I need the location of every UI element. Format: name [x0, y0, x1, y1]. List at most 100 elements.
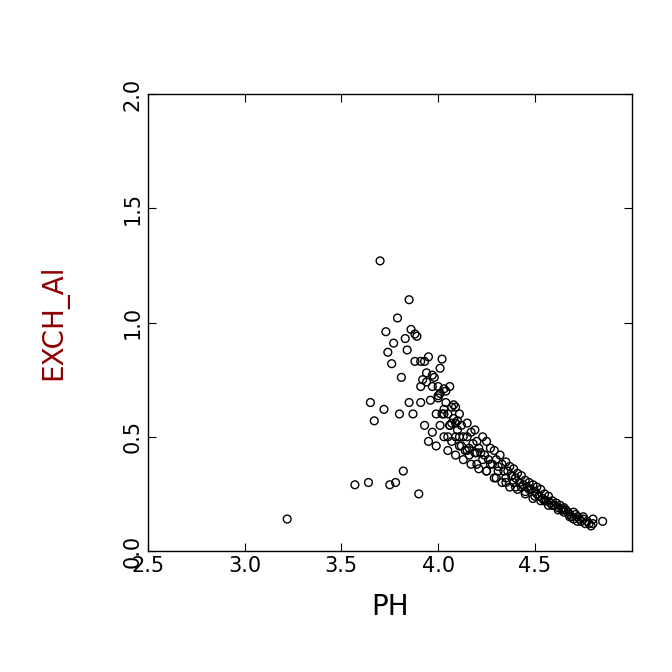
- Point: [417, 374, 428, 385]
- Point: [456, 420, 467, 431]
- Point: [466, 427, 476, 437]
- Point: [349, 479, 360, 490]
- Point: [506, 470, 517, 481]
- Point: [491, 454, 501, 465]
- Point: [441, 397, 452, 408]
- Point: [378, 404, 389, 415]
- Point: [439, 409, 450, 419]
- Point: [419, 356, 430, 367]
- Point: [489, 472, 500, 483]
- Point: [503, 466, 513, 476]
- Point: [477, 454, 488, 465]
- Point: [444, 420, 455, 431]
- Point: [450, 402, 461, 413]
- Point: [394, 409, 405, 419]
- Point: [398, 466, 409, 476]
- Point: [427, 381, 437, 392]
- Point: [413, 489, 424, 499]
- Point: [439, 404, 450, 415]
- Point: [587, 513, 598, 524]
- Point: [539, 495, 550, 506]
- Point: [543, 500, 554, 511]
- Point: [460, 445, 470, 456]
- Point: [423, 436, 434, 447]
- Point: [138, 390, 149, 401]
- Point: [406, 324, 417, 335]
- Point: [574, 513, 585, 524]
- Point: [538, 493, 548, 504]
- Point: [493, 466, 503, 476]
- Point: [489, 445, 500, 456]
- Point: [505, 482, 515, 493]
- Point: [501, 477, 511, 488]
- Point: [431, 409, 442, 419]
- Point: [433, 390, 444, 401]
- Point: [597, 516, 608, 527]
- Point: [558, 502, 569, 513]
- Point: [415, 397, 426, 408]
- Point: [421, 368, 432, 378]
- Point: [468, 438, 478, 449]
- Point: [435, 420, 446, 431]
- Point: [584, 518, 595, 529]
- Point: [390, 66, 401, 77]
- Point: [375, 255, 386, 266]
- Point: [444, 381, 455, 392]
- Point: [510, 472, 521, 483]
- Point: [477, 431, 488, 442]
- Point: [534, 491, 544, 501]
- Point: [578, 511, 589, 522]
- Point: [499, 466, 509, 476]
- Point: [572, 516, 583, 527]
- Point: [497, 477, 507, 488]
- Point: [497, 459, 507, 470]
- Point: [551, 498, 562, 509]
- Point: [466, 459, 476, 470]
- Point: [493, 461, 503, 472]
- Point: [491, 472, 501, 483]
- Point: [520, 475, 531, 486]
- Point: [472, 436, 482, 447]
- Point: [456, 441, 467, 452]
- Point: [530, 491, 540, 501]
- Point: [562, 507, 573, 517]
- Point: [363, 477, 374, 488]
- Point: [481, 436, 492, 447]
- Point: [458, 431, 468, 442]
- Point: [481, 466, 492, 476]
- Point: [475, 448, 486, 458]
- Point: [448, 413, 459, 424]
- Point: [549, 500, 560, 511]
- Point: [384, 479, 395, 490]
- Point: [282, 513, 292, 524]
- Point: [526, 484, 536, 495]
- Point: [411, 331, 422, 341]
- Y-axis label: EXCH_Al: EXCH_Al: [39, 265, 68, 380]
- Point: [454, 441, 465, 452]
- Point: [554, 500, 565, 511]
- Point: [415, 356, 426, 367]
- Point: [454, 409, 465, 419]
- Point: [437, 409, 448, 419]
- Point: [536, 495, 546, 506]
- Point: [462, 445, 472, 456]
- Point: [495, 450, 505, 460]
- Point: [380, 327, 391, 337]
- Point: [570, 509, 581, 520]
- Point: [408, 409, 419, 419]
- Point: [382, 347, 393, 358]
- Point: [433, 381, 444, 392]
- Point: [462, 431, 472, 442]
- Point: [512, 484, 523, 495]
- Point: [448, 399, 459, 410]
- Point: [516, 470, 527, 481]
- Point: [523, 484, 534, 495]
- Point: [442, 431, 453, 442]
- Point: [580, 518, 591, 529]
- Point: [483, 454, 494, 465]
- Point: [439, 384, 450, 394]
- Point: [439, 431, 450, 442]
- Point: [444, 420, 455, 431]
- Point: [452, 425, 463, 435]
- Point: [435, 388, 446, 398]
